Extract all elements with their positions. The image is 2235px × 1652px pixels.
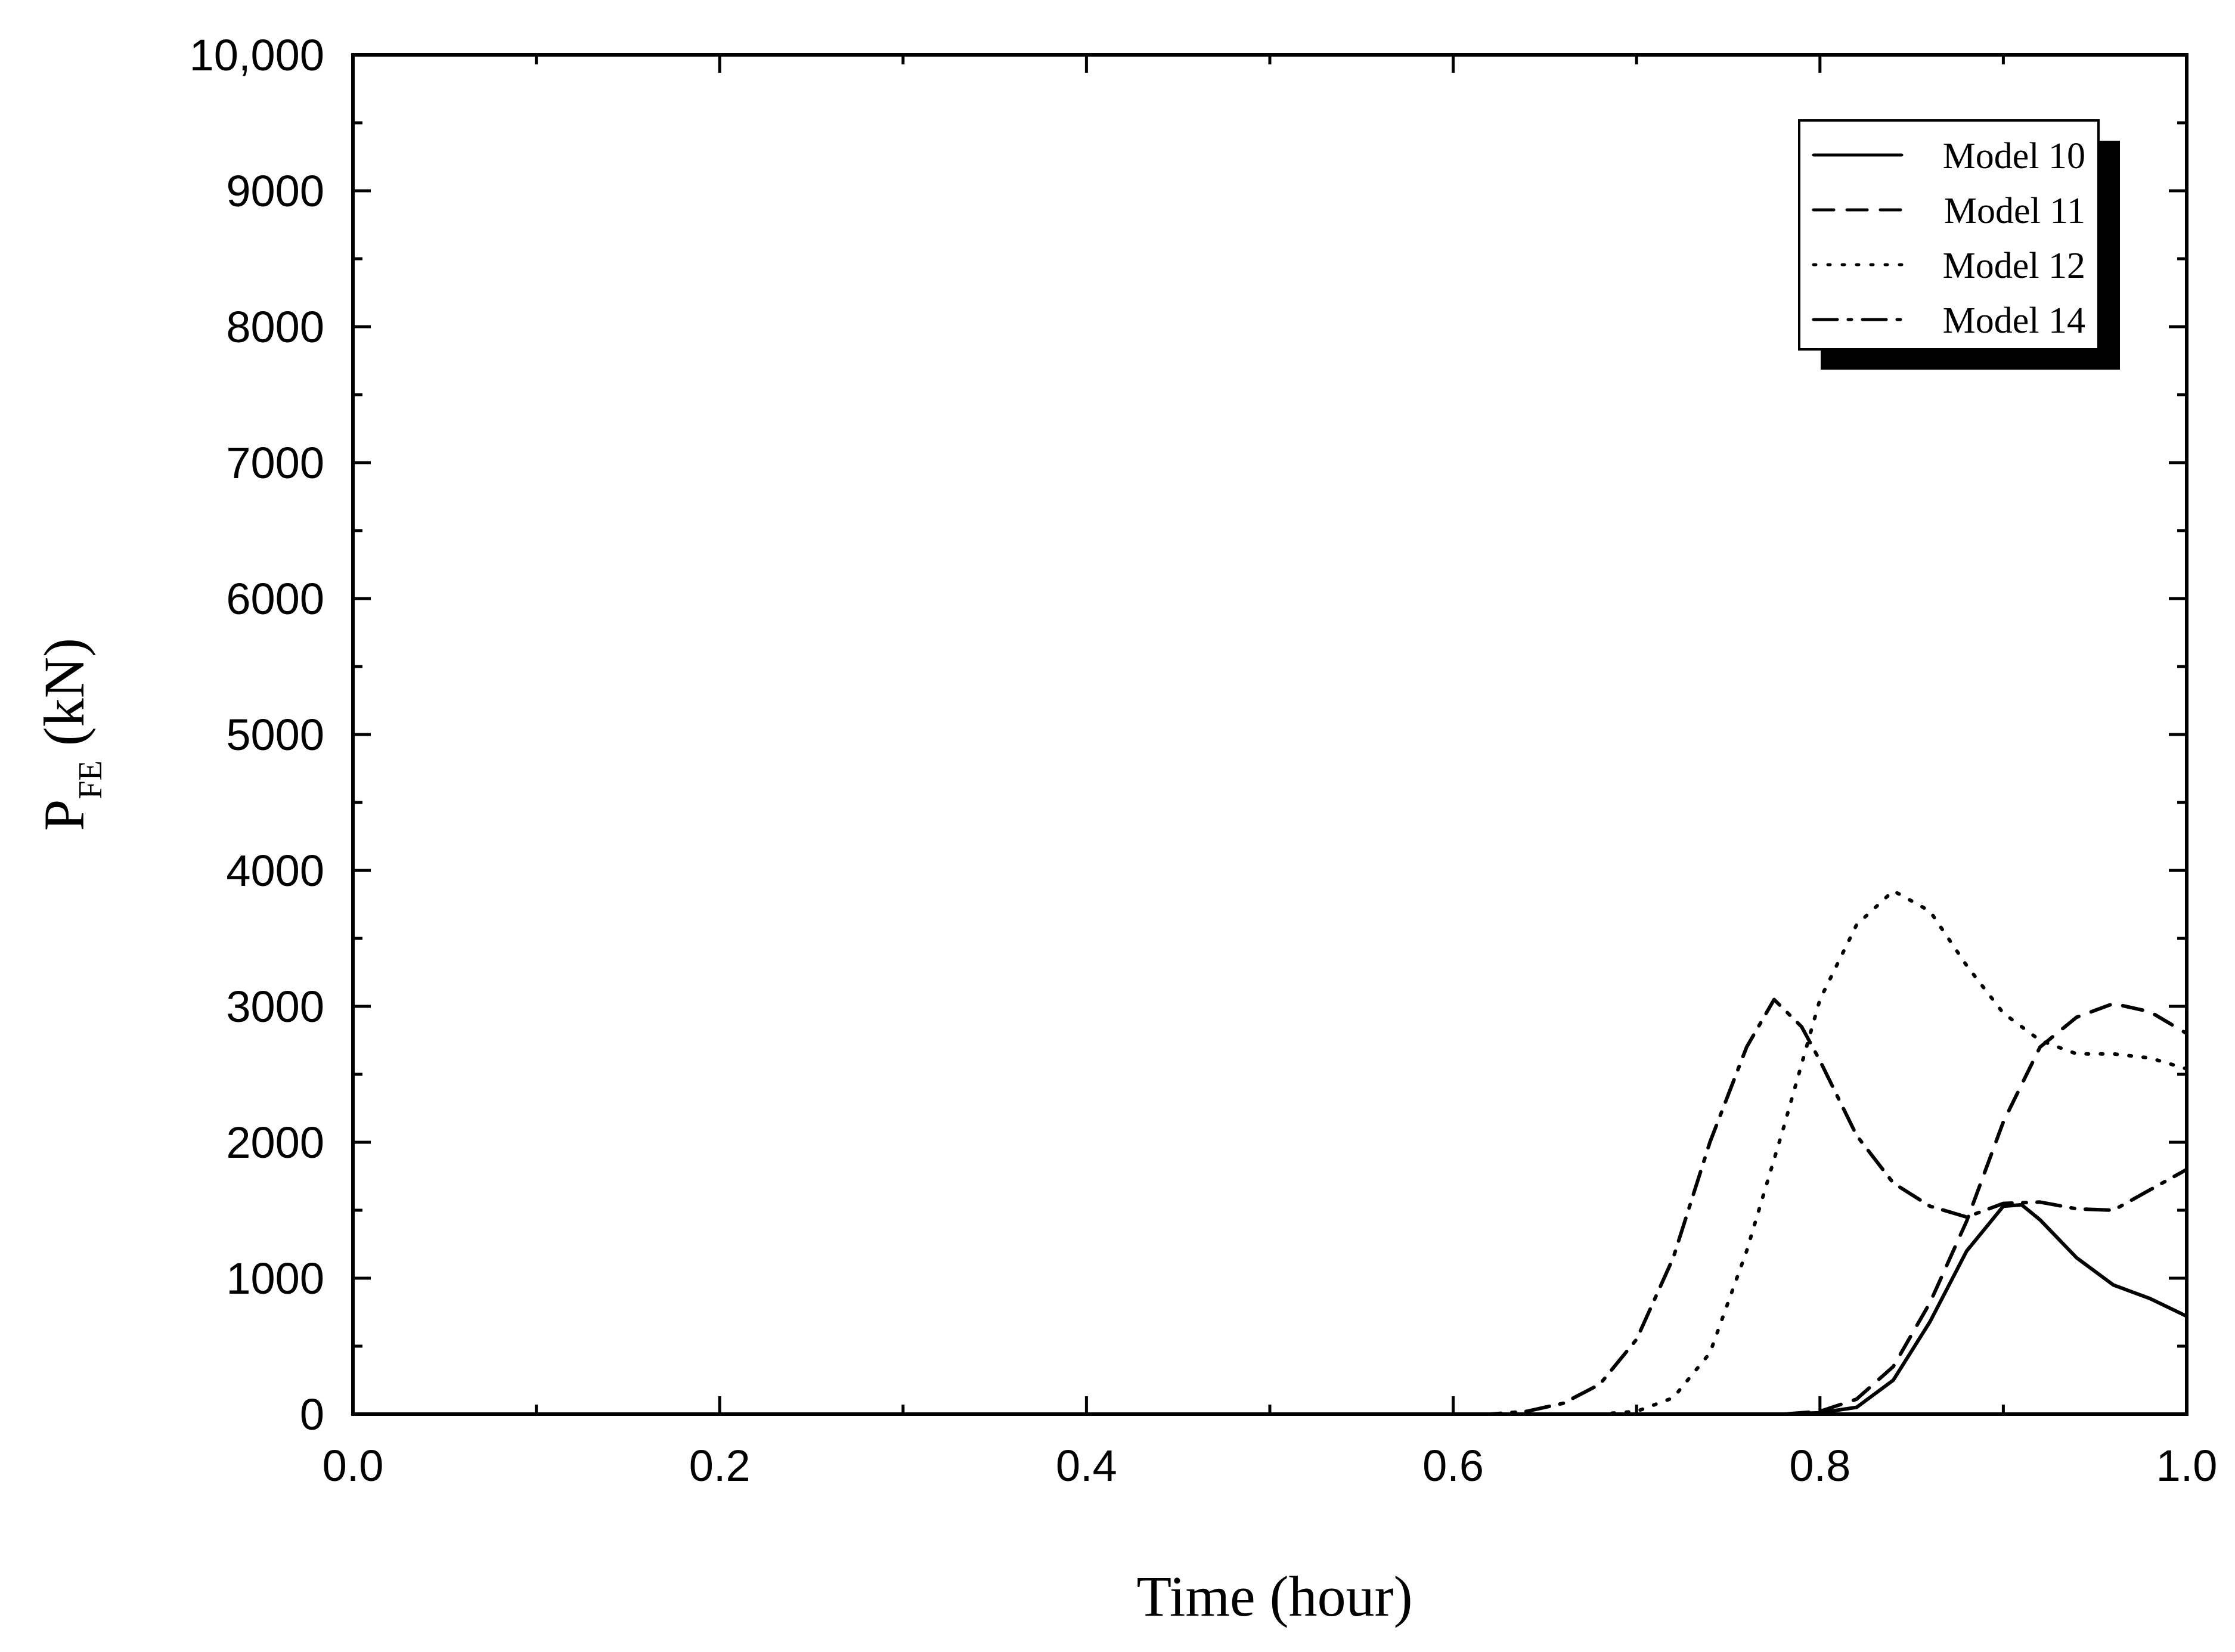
y-tick-label: 7000 — [226, 438, 324, 488]
y-axis-label-subscript: FE — [72, 760, 109, 799]
x-axis-label: Time (hour) — [1136, 1564, 1412, 1628]
x-tick-label: 0.8 — [1789, 1441, 1850, 1490]
legend-label: Model 14 — [1943, 300, 2085, 341]
y-axis-label: PFE (kN) — [32, 638, 109, 831]
legend-label: Model 12 — [1943, 246, 2085, 286]
series-line-model-10 — [351, 1202, 2188, 1416]
y-tick-label: 6000 — [226, 574, 324, 624]
series-line-model-11 — [351, 1002, 2188, 1416]
y-tick-label: 8000 — [226, 302, 324, 352]
series-line-model-14 — [351, 997, 2188, 1416]
series-line-model-12 — [351, 889, 2188, 1416]
y-tick-label: 5000 — [226, 710, 324, 760]
y-axis-label-unit: (kN) — [32, 638, 96, 760]
legend-box — [1798, 119, 2100, 351]
y-tick-label: 1000 — [226, 1254, 324, 1303]
y-tick-label: 2000 — [226, 1118, 324, 1167]
x-tick-label: 0.4 — [1056, 1441, 1117, 1490]
y-tick-label: 3000 — [226, 982, 324, 1031]
x-tick-label: 0.6 — [1422, 1441, 1484, 1490]
legend-label: Model 11 — [1944, 191, 2085, 231]
y-tick-label: 4000 — [226, 846, 324, 895]
x-tick-label: 1.0 — [2156, 1441, 2218, 1490]
y-axis-label-main: P — [32, 799, 96, 831]
y-tick-label: 10,000 — [190, 30, 324, 80]
legend-label: Model 10 — [1943, 136, 2085, 176]
y-tick-label: 0 — [300, 1390, 324, 1439]
x-tick-label: 0.2 — [689, 1441, 751, 1490]
y-tick-label: 9000 — [226, 166, 324, 216]
x-tick-label: 0.0 — [323, 1441, 384, 1490]
